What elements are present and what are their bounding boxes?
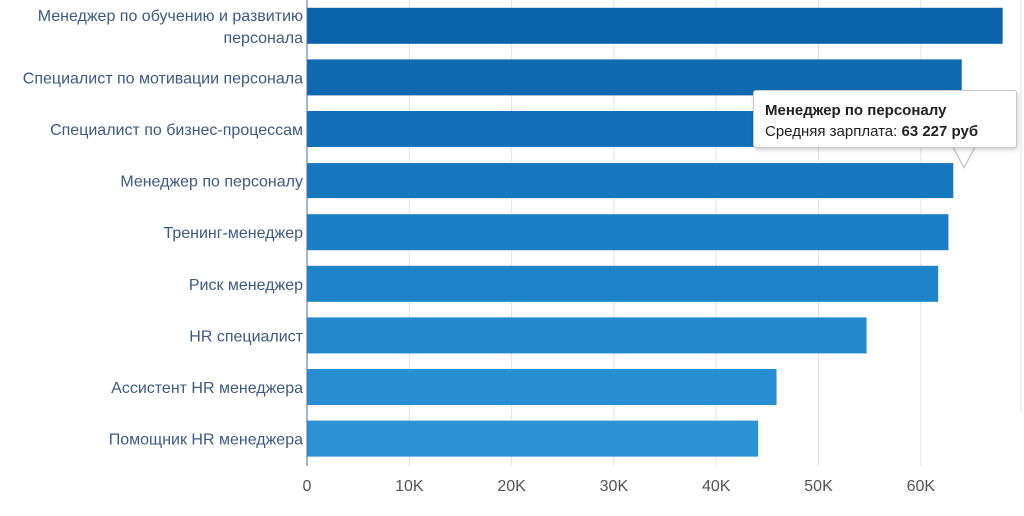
bar[interactable] <box>306 162 955 200</box>
category-label: Менеджер по обучению и развитию персонала <box>38 8 303 47</box>
category-label: HR специалист <box>189 328 303 345</box>
x-tick-label: 20K <box>497 478 526 495</box>
category-label: Тренинг-менеджер <box>163 225 303 242</box>
bar[interactable] <box>307 420 759 457</box>
x-tick-label: 50K <box>804 478 833 495</box>
bar[interactable] <box>307 317 867 354</box>
category-label: Специалист по мотивации персонала <box>23 70 303 87</box>
category-label: Риск менеджер <box>189 277 303 294</box>
bar[interactable] <box>307 214 949 251</box>
x-tick-label: 30K <box>600 478 629 495</box>
x-tick-label: 40K <box>702 478 731 495</box>
bar[interactable] <box>307 369 777 405</box>
bar[interactable] <box>307 7 1003 44</box>
category-label: Помощник HR менеджера <box>109 432 303 449</box>
tooltip: Менеджер по персоналу Средняя зарплата: … <box>753 90 1017 148</box>
x-tick-label: 10K <box>395 478 424 495</box>
tooltip-label: Средняя зарплата: <box>765 123 898 140</box>
x-tick-label: 60K <box>907 478 936 495</box>
x-tick-label: 0 <box>303 478 312 495</box>
category-label: Ассистент HR менеджера <box>111 380 303 397</box>
tooltip-arrow <box>953 146 975 166</box>
bars <box>306 7 1003 457</box>
bar[interactable] <box>307 59 962 96</box>
bar[interactable] <box>307 265 939 302</box>
category-label: Специалист по бизнес-процессам <box>50 122 303 139</box>
tooltip-title: Менеджер по персоналу <box>765 102 947 119</box>
x-tick-labels: 0 10K 20K 30K 40K 50K 60K <box>303 478 936 495</box>
category-labels: Менеджер по обучению и развитию персонала… <box>23 8 304 449</box>
category-label: Менеджер по персоналу <box>120 174 303 191</box>
tooltip-value: 63 227 руб <box>901 123 979 140</box>
